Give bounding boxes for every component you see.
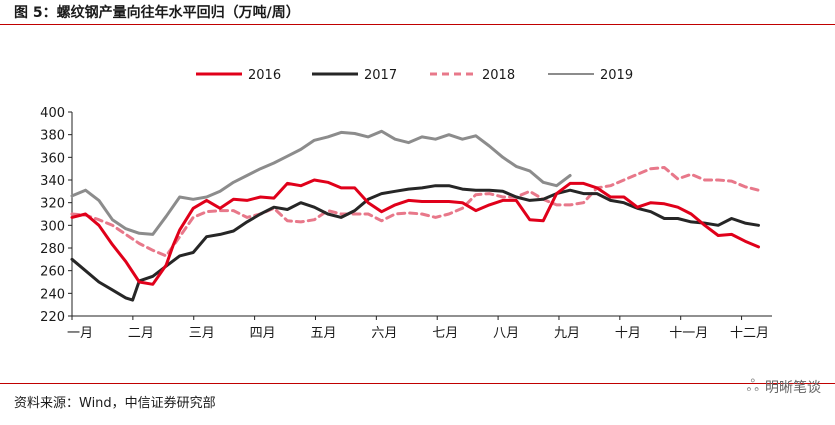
watermark-text: 明晰笔谈 <box>765 379 821 396</box>
figure-title: 图 5：螺纹钢产量向往年水平回归（万吨/周） <box>14 5 300 21</box>
x-tick-label: 七月 <box>432 326 458 341</box>
y-tick-label: 380 <box>40 129 65 144</box>
y-tick-label: 400 <box>40 106 65 121</box>
y-tick-label: 360 <box>40 151 65 166</box>
top-rule <box>0 24 835 25</box>
y-tick-label: 340 <box>40 174 65 189</box>
series-line-2018 <box>70 166 760 258</box>
chart-axes: 220 240 260 280 300 320 340 360 380 400 一月 二月 三月 四月 五月… <box>40 106 772 341</box>
series-line-2017 <box>70 184 760 302</box>
x-tick-label: 十月 <box>615 326 641 341</box>
y-tick-label: 220 <box>40 310 65 325</box>
y-tick-label: 260 <box>40 265 65 280</box>
watermark: ஃ 明晰笔谈 <box>746 376 821 397</box>
x-tick-label: 十一月 <box>669 326 708 341</box>
legend-label-2019: 2019 <box>600 68 633 83</box>
x-tick-label: 三月 <box>189 326 215 341</box>
x-tick-label: 一月 <box>67 326 93 341</box>
x-tick-label: 四月 <box>250 326 276 341</box>
source-note: 资料来源：Wind，中信证券研究部 <box>14 396 216 411</box>
x-tick-label: 五月 <box>310 326 336 341</box>
chart-series <box>70 129 760 302</box>
bottom-rule <box>0 383 835 384</box>
x-tick-label: 八月 <box>493 326 519 341</box>
y-tick-label: 280 <box>40 242 65 257</box>
x-tick-label: 九月 <box>554 326 580 341</box>
chart-legend: 2016 2017 2018 2019 <box>196 68 633 83</box>
wechat-icon: ஃ <box>746 376 759 395</box>
legend-label-2016: 2016 <box>248 68 281 83</box>
series-line-2016 <box>70 178 760 286</box>
y-tick-label: 240 <box>40 287 65 302</box>
series-line-2019 <box>70 129 572 236</box>
legend-label-2017: 2017 <box>364 68 397 83</box>
x-tick-label: 二月 <box>128 326 154 341</box>
y-tick-label: 320 <box>40 197 65 212</box>
legend-label-2018: 2018 <box>482 68 515 83</box>
x-tick-label: 六月 <box>371 326 397 341</box>
y-tick-label: 300 <box>40 219 65 234</box>
x-tick-label: 十二月 <box>730 326 769 341</box>
